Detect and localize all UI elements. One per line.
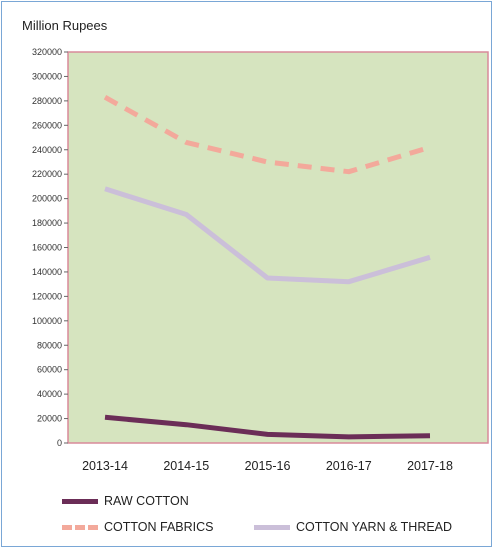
legend-item-cotton-yarn-thread: COTTON YARN & THREAD [254,520,452,534]
plot-area [67,51,489,444]
legend-swatch-cotton-fabrics [62,524,98,530]
y-tick-label: 240000 [32,145,62,155]
y-tick-label: 200000 [32,194,62,204]
y-tick-label: 260000 [32,120,62,130]
y-axis-unit-label: Million Rupees [22,18,108,33]
y-tick-label: 180000 [32,218,62,228]
legend-item-cotton-fabrics: COTTON FABRICS [62,520,214,534]
series-line-cotton-yarn-thread [104,186,431,285]
y-tick-label: 80000 [37,340,62,350]
x-tick-label: 2016-17 [326,459,372,473]
y-tick-label: 300000 [32,71,62,81]
y-tick-label: 320000 [32,47,62,57]
y-tick-label: 20000 [37,414,62,424]
legend-label-cotton-yarn-thread: COTTON YARN & THREAD [296,520,453,534]
series-lines [103,95,431,440]
y-tick-label: 140000 [32,267,62,277]
legend-label-raw-cotton: RAW COTTON [104,494,189,508]
y-tick-label: 120000 [32,291,62,301]
y-tick-label: 40000 [37,389,62,399]
series-line-raw-cotton [104,414,431,440]
y-tick-label: 220000 [32,169,62,179]
x-axis-ticks: 2013-14 2014-15 2015-16 2016-17 2017-18 [82,459,453,473]
y-tick-label: 60000 [37,365,62,375]
legend-item-raw-cotton: RAW COTTON [62,494,189,508]
y-tick-label: 0 [57,438,62,448]
legend-label-cotton-fabrics: COTTON FABRICS [104,520,214,534]
y-tick-label: 100000 [32,316,62,326]
y-tick-label: 160000 [32,243,62,253]
y-axis-ticks: 0 20000 40000 60000 80000 100000 120000 140000 1… [32,47,68,448]
y-tick-label: 280000 [32,96,62,106]
legend-swatch-raw-cotton [62,498,98,504]
x-tick-label: 2013-14 [82,459,128,473]
series-line-cotton-fabrics [103,95,431,175]
x-tick-label: 2017-18 [407,459,453,473]
x-tick-label: 2015-16 [245,459,291,473]
legend-swatch-cotton-yarn-thread [254,524,290,530]
x-tick-label: 2014-15 [163,459,209,473]
